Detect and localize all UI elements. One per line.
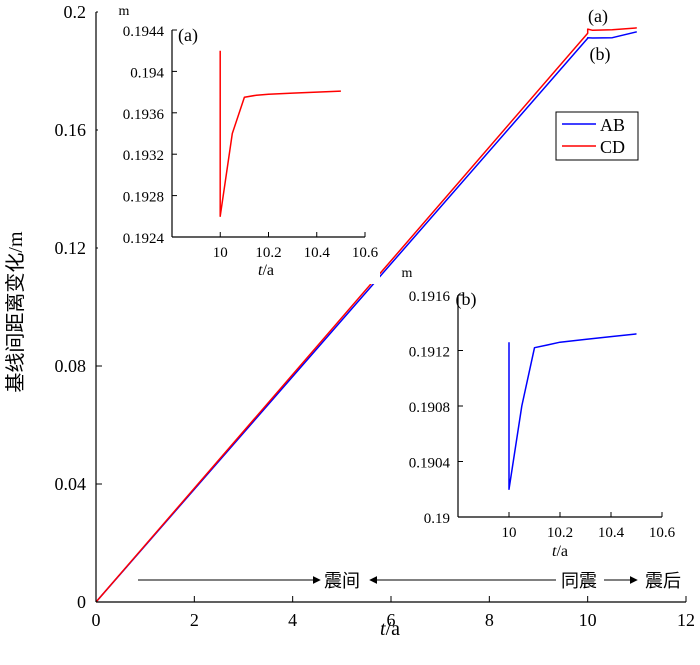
inset-b-x-tick-label: 10 — [502, 525, 517, 541]
inset-b-y-tick-label: 0.1912 — [409, 345, 450, 361]
inset-a-y-tick-label: 0.194 — [130, 65, 164, 81]
main-x-tick-label: 0 — [92, 610, 101, 630]
inset-a-x-tick-label: 10.6 — [352, 245, 379, 261]
inset-a-y-ticks: 0.1924 0.1928 0.1932 0.1936 0.194 0.1944 — [123, 24, 177, 247]
inset-b-y-tick-label: 0.19 — [424, 511, 450, 527]
inset-b-x-axis-label-unit: /a — [556, 543, 568, 560]
legend-label-ab: AB — [600, 115, 625, 135]
inset-a-panel-label: (a) — [178, 25, 198, 46]
legend-label-cd: CD — [600, 137, 625, 157]
inset-a-y-tick-label: 0.1928 — [123, 190, 164, 206]
main-y-tick-label: 0.04 — [55, 474, 87, 494]
inset-a-y-tick-label: 0.1936 — [123, 107, 165, 123]
inset-a-y-tick-label: 0.1924 — [123, 231, 165, 247]
inset-a-x-axis-label-var: t — [258, 262, 263, 279]
inset-b: 10 10.2 10.4 10.6 0.190.19040.19080.19120.1… — [395, 263, 677, 563]
main-x-axis-label-unit: /a — [386, 618, 401, 640]
main-y-tick-label: 0.12 — [55, 238, 87, 258]
inset-b-y-unit: m — [402, 266, 413, 281]
phase-annotations: 震间 同震 震后 — [138, 571, 681, 591]
main-series-group — [95, 27, 637, 603]
main-y-tick-label: 0.16 — [55, 120, 87, 140]
main-x-axis-label: t/a — [380, 618, 400, 640]
inset-a-series-group — [219, 50, 341, 218]
inset-a-series-cd-line — [219, 50, 341, 218]
legend-box — [555, 111, 639, 161]
main-y-tick-label: 0.08 — [55, 356, 87, 376]
main-x-tick-label: 12 — [677, 610, 695, 630]
main-chart: 0 2 4 6 8 10 12 0 0.04 0.08 0.12 0.16 0.2 基线间距离变化/m… — [4, 2, 695, 640]
inset-b-background — [395, 263, 677, 563]
inset-a-y-tick-label: 0.1932 — [123, 148, 164, 164]
main-series-ab-line — [95, 31, 637, 603]
series-label-a: (a) — [588, 6, 608, 27]
main-series-cd-line — [95, 27, 637, 603]
postseismic-label: 震后 — [645, 571, 681, 591]
inset-a-x-tick-label: 10.4 — [304, 245, 331, 261]
legend: AB CD — [555, 111, 639, 161]
inset-b-x-ticks: 10 10.2 10.4 10.6 — [502, 512, 676, 541]
inset-b-y-tick-label: 0.1904 — [409, 456, 451, 472]
inset-b-x-tick-label: 10.2 — [547, 525, 573, 541]
inset-a: 10 10.2 10.4 10.6 0.19240.19280.19320.19360… — [98, 2, 380, 284]
inset-b-x-tick-label: 10.6 — [649, 525, 676, 541]
inset-a-x-axis-label: t/a — [258, 262, 274, 279]
inset-a-x-ticks: 10 10.2 10.4 10.6 — [213, 232, 379, 261]
main-y-tick-label: 0.2 — [64, 2, 87, 22]
main-x-tick-label: 10 — [579, 610, 597, 630]
coseismic-label: 同震 — [561, 571, 597, 591]
inset-b-y-tick-label: 0.1908 — [409, 400, 450, 416]
inset-a-x-tick-label: 10 — [213, 245, 228, 261]
inset-b-x-axis-label-var: t — [552, 543, 557, 560]
interseismic-label: 震间 — [324, 571, 360, 591]
main-x-tick-label: 8 — [485, 610, 494, 630]
inset-a-x-axis-label-unit: /a — [262, 262, 274, 279]
main-x-tick-label: 4 — [288, 610, 297, 630]
main-x-ticks: 0 2 4 6 8 10 12 — [92, 596, 695, 630]
main-x-tick-label: 2 — [190, 610, 199, 630]
inset-b-x-axis-label: t/a — [552, 543, 568, 560]
series-label-b: (b) — [590, 44, 611, 65]
inset-b-x-tick-label: 10.4 — [598, 525, 625, 541]
main-x-tick-label: 6 — [387, 610, 396, 630]
inset-b-panel-label: (b) — [456, 289, 477, 310]
inset-b-y-ticks: 0.19 0.1904 0.1908 0.1912 0.1916 — [409, 289, 463, 527]
main-y-ticks: 0 0.04 0.08 0.12 0.16 0.2 — [55, 2, 102, 612]
inset-a-y-unit: m — [119, 4, 130, 19]
inset-b-series-ab-line — [508, 333, 637, 490]
main-x-axis-label-var: t — [380, 618, 386, 640]
inset-a-x-tick-label: 10.2 — [255, 245, 281, 261]
inset-b-y-tick-label: 0.1916 — [409, 289, 451, 305]
main-y-axis-label: 基线间距离变化/m — [4, 231, 27, 393]
inset-b-series-group — [508, 333, 637, 490]
main-y-tick-label: 0 — [77, 592, 86, 612]
inset-a-y-tick-label: 0.1944 — [123, 24, 165, 40]
